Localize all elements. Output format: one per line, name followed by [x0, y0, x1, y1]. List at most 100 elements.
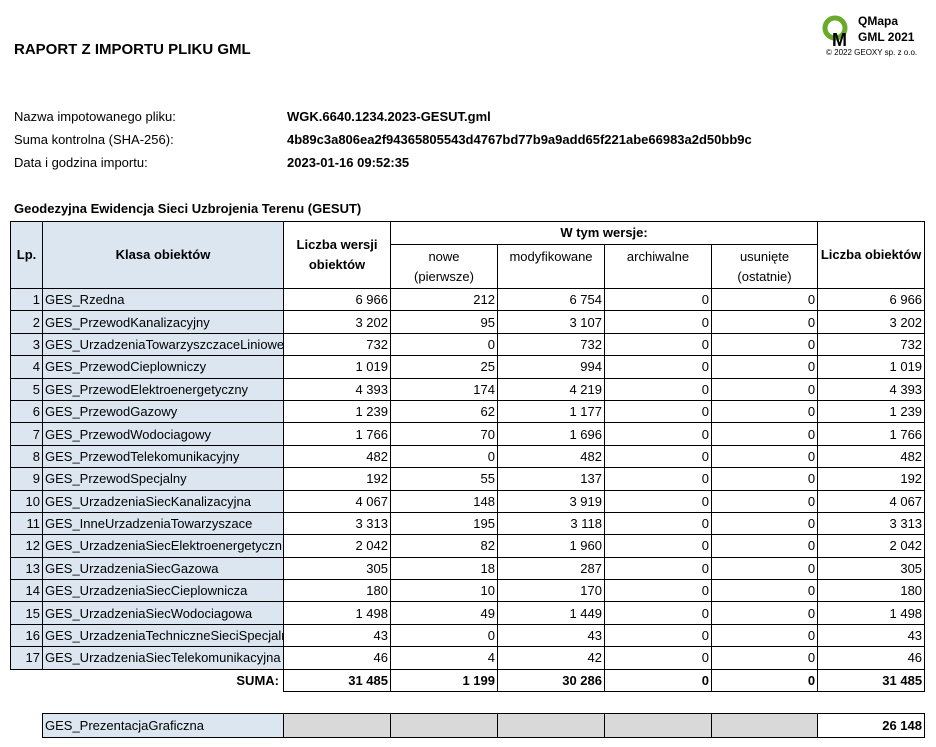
table-row: 9 GES_PrzewodSpecjalny 192 55 137 0 0 192: [10, 467, 926, 491]
value-cell: 3 313: [817, 511, 926, 536]
value-cell: 43: [817, 623, 926, 648]
value-cell: 0: [604, 287, 712, 312]
value-cell: 82: [390, 534, 498, 558]
value-cell: 0: [710, 332, 819, 357]
total-cell: 0: [710, 668, 819, 692]
value-cell: 1 498: [817, 601, 926, 625]
lp-cell: 13: [10, 556, 43, 581]
class-cell: GES_UrzadzeniaSiecGazowa: [42, 556, 284, 581]
table-row: 14 GES_UrzadzeniaSiecCieplownicza 180 10 170…: [10, 579, 926, 603]
value-cell: 62: [390, 399, 498, 424]
value-cell: 482: [283, 444, 391, 469]
value-cell: 10: [390, 579, 498, 603]
value-cell: 0: [710, 399, 819, 424]
value-cell: 0: [604, 399, 712, 424]
header-note: (pierwsze): [414, 269, 474, 284]
header-cell: Lp.: [10, 221, 43, 289]
value-cell: 4 219: [497, 377, 605, 401]
empty-cell: [604, 713, 712, 738]
table-row: 7 GES_PrzewodWodociagowy 1 766 70 1 696 0 0 1 7…: [10, 422, 926, 446]
value-cell: 0: [390, 444, 498, 469]
info-label: Suma kontrolna (SHA-256):: [14, 132, 174, 147]
value-cell: 1 239: [817, 399, 926, 424]
lp-cell: 6: [10, 399, 43, 424]
value-cell: 0: [604, 556, 712, 581]
class-cell: GES_PrzewodTelekomunikacyjny: [42, 444, 284, 469]
lp-cell: 11: [10, 511, 43, 536]
value-cell: 4 067: [817, 489, 926, 513]
value-cell: 95: [390, 310, 498, 334]
info-value: WGK.6640.1234.2023-GESUT.gml: [287, 109, 491, 124]
value-cell: 0: [604, 534, 712, 558]
value-cell: 0: [710, 534, 819, 558]
value-cell: 6 966: [817, 287, 926, 312]
value-cell: 732: [817, 332, 926, 357]
value-cell: 1 960: [497, 534, 605, 558]
value-cell: 4 067: [283, 489, 391, 513]
value-cell: 3 202: [817, 310, 926, 334]
value-cell: 3 107: [497, 310, 605, 334]
header-text: nowe: [428, 249, 460, 264]
value-cell: 0: [710, 623, 819, 648]
header-cell: usunięte (ostatnie): [710, 244, 819, 289]
table-row: 10 GES_UrzadzeniaSiecKanalizacyjna 4 067 14…: [10, 489, 926, 513]
value-cell: 305: [817, 556, 926, 581]
value-cell: 0: [604, 623, 712, 648]
lp-cell: 7: [10, 422, 43, 446]
table-row: 12 GES_UrzadzeniaSiecElektroenergetyczn 2 …: [10, 534, 926, 558]
lp-cell: 5: [10, 377, 43, 401]
header-cell: nowe (pierwsze): [390, 244, 498, 289]
value-cell: 42: [497, 646, 605, 670]
value-cell: 732: [283, 332, 391, 357]
header-cell: W tym wersje:: [389, 221, 819, 245]
lp-cell: 12: [10, 534, 43, 558]
value-cell: 174: [390, 377, 498, 401]
class-cell: GES_PrzewodGazowy: [42, 399, 284, 424]
value-cell: 0: [710, 377, 819, 401]
lp-cell: 1: [10, 287, 43, 312]
class-cell: GES_PrzewodSpecjalny: [42, 467, 284, 491]
value-cell: 0: [710, 467, 819, 491]
value-cell: 0: [390, 332, 498, 357]
header-cell: Klasa obiektów: [42, 221, 284, 289]
lp-cell: 4: [10, 355, 43, 379]
class-cell: GES_UrzadzeniaSiecElektroenergetyczn: [42, 534, 284, 558]
value-cell: 195: [390, 511, 498, 536]
lp-cell: 2: [10, 310, 43, 334]
lp-cell: 15: [10, 601, 43, 625]
lp-cell: 9: [10, 467, 43, 491]
value-cell: 192: [817, 467, 926, 491]
class-cell: GES_InneUrzadzeniaTowarzyszace: [42, 511, 284, 536]
class-cell: GES_Rzedna: [42, 287, 284, 312]
class-cell: GES_PrezentacjaGraficzna: [42, 713, 284, 738]
value-cell: 0: [710, 556, 819, 581]
section-title: Geodezyjna Ewidencja Sieci Uzbrojenia Te…: [14, 201, 362, 216]
info-label: Data i godzina importu:: [14, 155, 148, 170]
lp-cell: 17: [10, 646, 43, 670]
value-cell: 49: [390, 601, 498, 625]
value-cell: 4 393: [283, 377, 391, 401]
class-cell: GES_UrzadzeniaSiecTelekomunikacyjna: [42, 646, 284, 670]
table-row: 4 GES_PrzewodCieplowniczy 1 019 25 994 0 0 1 01…: [10, 355, 926, 379]
header-text: usunięte: [739, 249, 790, 264]
value-cell: 148: [390, 489, 498, 513]
class-cell: GES_PrzewodElektroenergetyczny: [42, 377, 284, 401]
value-cell: 0: [710, 646, 819, 670]
value-cell: 0: [710, 444, 819, 469]
value-cell: 0: [710, 579, 819, 603]
value-cell: 1 239: [283, 399, 391, 424]
value-cell: 1 019: [817, 355, 926, 379]
svg-text:M: M: [832, 30, 847, 48]
extra-table: GES_PrezentacjaGraficzna 26 148: [42, 713, 925, 738]
value-cell: 2 042: [817, 534, 926, 558]
table-row: 8 GES_PrzewodTelekomunikacyjny 482 0 482 0 0 48…: [10, 444, 926, 469]
table-row: 15 GES_UrzadzeniaSiecWodociagowa 1 498 49 1 …: [10, 601, 926, 625]
value-cell: 1 696: [497, 422, 605, 446]
value-cell: 287: [497, 556, 605, 581]
class-cell: GES_UrzadzeniaTowarzyszczaceLiniowe: [42, 332, 284, 357]
count-cell: 26 148: [817, 713, 925, 738]
header-note: (ostatnie): [737, 269, 792, 284]
value-cell: 192: [283, 467, 391, 491]
value-cell: 180: [283, 579, 391, 603]
value-cell: 0: [604, 579, 712, 603]
